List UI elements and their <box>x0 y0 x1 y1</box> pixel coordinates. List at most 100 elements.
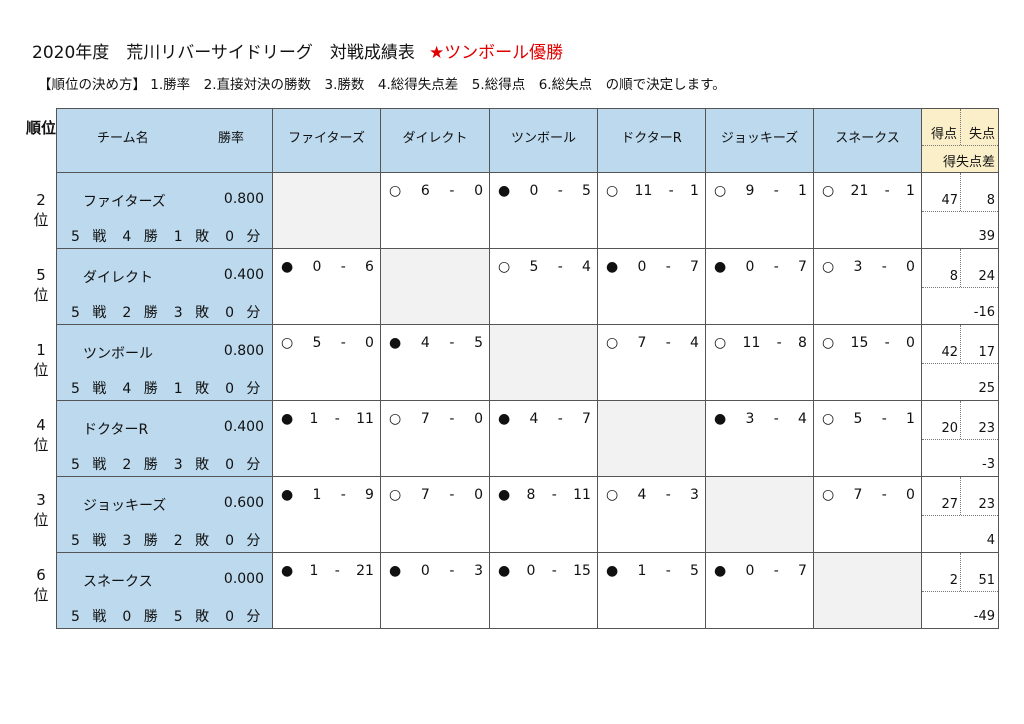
score: 7 <box>798 563 807 579</box>
table-row: ジョッキーズ 0.600 5 戦 3 勝 2 敗 0 分 ● 1-9 ○ 7-0 ● 8-11 ○… <box>56 476 999 553</box>
result-mark: ○ <box>714 335 727 351</box>
score: 0 <box>745 259 755 275</box>
score: 15 <box>850 335 869 351</box>
team-header: チーム名 勝率 <box>56 108 273 173</box>
score: 21 <box>850 183 869 199</box>
record: 5 戦 4 勝 1 敗 0 分 <box>71 381 262 397</box>
result-mark: ○ <box>822 259 835 275</box>
score: - <box>449 411 455 427</box>
result-mark: ○ <box>281 335 294 351</box>
score: 0 <box>312 259 322 275</box>
score: 0 <box>474 487 483 503</box>
title-text: 2020年度 荒川リバーサイドリーグ 対戦成績表 <box>32 43 415 63</box>
match-result-cell: ○ 7 - 0 <box>813 476 922 553</box>
match-result-cell: ● 1 - 5 <box>597 552 706 629</box>
opponent-header: ファイターズ <box>272 108 381 173</box>
score: - <box>668 183 674 199</box>
result-mark: ● <box>281 487 294 503</box>
result-mark: ● <box>714 259 727 275</box>
team-name: スネークス <box>83 574 153 590</box>
score: - <box>557 183 563 199</box>
score: - <box>665 487 671 503</box>
score: - <box>881 487 887 503</box>
goals-against: 8 <box>986 193 995 208</box>
score: 5 <box>582 183 591 199</box>
self-match-cell <box>272 172 381 249</box>
table-row: ドクターR 0.400 5 戦 2 勝 3 敗 0 分 ● 1-11 ○ 7-0 ● 4-7 ● 3… <box>56 400 999 477</box>
goals-against: 24 <box>978 269 995 284</box>
result-mark: ● <box>606 563 619 579</box>
goal-diff: 39 <box>978 229 995 244</box>
score: 1 <box>309 563 319 579</box>
match-result-cell: ● 0 - 5 <box>489 172 598 249</box>
score: - <box>773 183 779 199</box>
goal-diff: 4 <box>986 533 995 548</box>
goals-against: 17 <box>978 345 995 360</box>
team-cell: ダイレクト 0.400 5 戦 2 勝 3 敗 0 分 <box>56 248 273 325</box>
match-result-cell: ● 0 - 7 <box>705 248 814 325</box>
score: 0 <box>474 411 483 427</box>
result-mark: ○ <box>606 183 619 199</box>
match-result-cell: ○ 3 - 0 <box>813 248 922 325</box>
match-result-cell: ○ 5 - 1 <box>813 400 922 477</box>
score: 11 <box>634 183 653 199</box>
score: 21 <box>356 563 374 579</box>
score: 7 <box>798 259 807 275</box>
score: - <box>340 259 346 275</box>
score: - <box>340 335 346 351</box>
score: 5 <box>690 563 699 579</box>
result-mark: ● <box>498 183 511 199</box>
rank-label: 4 位 <box>33 416 49 454</box>
score: 7 <box>637 335 647 351</box>
stats-cell: 8 24 -16 <box>921 248 999 325</box>
score: - <box>449 183 455 199</box>
goal-diff: 25 <box>978 381 995 396</box>
result-mark: ○ <box>498 259 511 275</box>
record: 5 戦 0 勝 5 敗 0 分 <box>71 609 262 625</box>
score: 0 <box>637 259 647 275</box>
match-result-cell: ● 3 - 4 <box>705 400 814 477</box>
score: 0 <box>474 183 483 199</box>
goals-for: 42 <box>941 345 958 360</box>
win-rate: 0.800 <box>223 191 264 207</box>
goals-against: 51 <box>978 573 995 588</box>
match-result-cell: ○ 11-1 <box>597 172 706 249</box>
win-rate: 0.400 <box>223 267 264 283</box>
result-mark: ● <box>389 563 402 579</box>
team-cell: ドクターR 0.400 5 戦 2 勝 3 敗 0 分 <box>56 400 273 477</box>
score: 4 <box>690 335 699 351</box>
score: 4 <box>798 411 807 427</box>
opponent-header: ツンボール <box>489 108 598 173</box>
result-mark: ● <box>498 411 511 427</box>
score: - <box>557 411 563 427</box>
self-match-cell <box>597 400 706 477</box>
self-match-cell <box>705 476 814 553</box>
score: 9 <box>745 183 755 199</box>
rank-label: 1 位 <box>33 341 49 379</box>
score: 5 <box>312 335 322 351</box>
record: 5 戦 4 勝 1 敗 0 分 <box>71 229 262 245</box>
opponent-header: スネークス <box>813 108 922 173</box>
score: 6 <box>420 183 430 199</box>
goals-for: 2 <box>949 573 958 588</box>
match-result-cell: ● 0 - 7 <box>705 552 814 629</box>
match-result-cell: ○ 6 - 0 <box>380 172 490 249</box>
result-mark: ○ <box>822 487 835 503</box>
goals-for: 47 <box>941 193 958 208</box>
header-row: チーム名 勝率 ファイターズ ダイレクト ツンボール ドクターR ジョッキーズ ス… <box>56 108 999 173</box>
score: 0 <box>420 563 430 579</box>
match-result-cell: ● 0 - 7 <box>597 248 706 325</box>
record: 5 戦 3 勝 2 敗 0 分 <box>71 533 262 549</box>
score: 4 <box>420 335 430 351</box>
score: 1 <box>637 563 647 579</box>
score: - <box>334 563 340 579</box>
result-mark: ○ <box>822 411 835 427</box>
match-result-cell: ○ 5 - 4 <box>489 248 598 325</box>
record: 5 戦 2 勝 3 敗 0 分 <box>71 457 262 473</box>
score: 9 <box>365 487 374 503</box>
score: 7 <box>853 487 863 503</box>
self-match-cell <box>489 324 598 401</box>
score: 11 <box>356 411 374 427</box>
score: - <box>773 259 779 275</box>
win-rate: 0.800 <box>223 343 264 359</box>
